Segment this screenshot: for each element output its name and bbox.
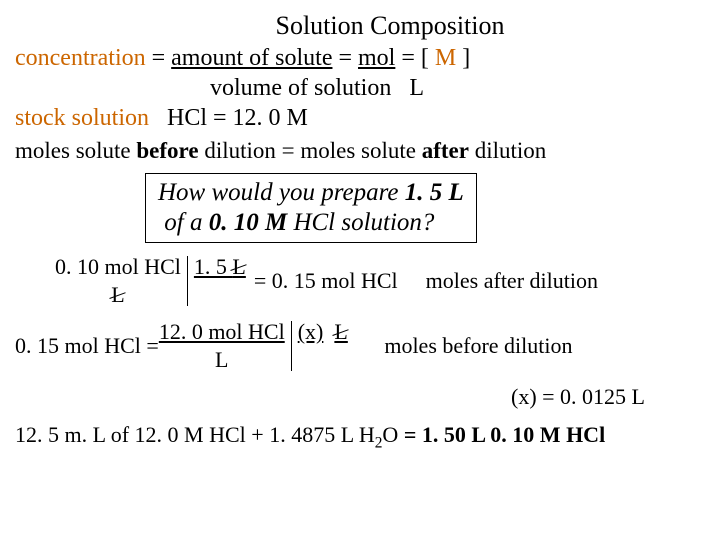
text: 12. 5 m. L of 12. 0 M HCl + 1. 4875 L H (15, 422, 375, 447)
eq: = (146, 45, 172, 71)
text: moles solute (15, 138, 136, 163)
eq: = (332, 45, 358, 71)
denominator-L: L (159, 346, 285, 374)
question-box: How would you prepare 1. 5 L of a 0. 10 … (145, 173, 477, 243)
fraction-unknown-vol: (x) L (298, 318, 365, 373)
L-cancelled: L (232, 253, 245, 281)
amount-solute: amount of solute (171, 45, 332, 71)
stock-label: stock solution (15, 105, 149, 131)
x-answer: (x) = 0. 0125 L (15, 383, 645, 411)
numerator: (x) L (298, 318, 365, 346)
before-bold: before (136, 138, 198, 163)
denominator-L-cancelled: L (111, 281, 124, 309)
dimensional-bar (291, 321, 292, 371)
q-text: of a (164, 209, 208, 236)
q-bold: 0. 10 M (209, 209, 287, 236)
molarity-M: M (435, 45, 456, 71)
fraction-volume: 1. 5 L (194, 253, 246, 308)
q-text: HCl solution? (287, 209, 434, 236)
close-bracket: ] (456, 45, 470, 71)
label-after-dilution: moles after dilution (426, 267, 598, 295)
mol: mol (358, 45, 395, 71)
dimensional-bar (187, 256, 188, 306)
lhs-moles: 0. 15 mol HCl = (15, 332, 159, 360)
text: O (382, 422, 403, 447)
text: dilution (469, 138, 546, 163)
final-bold: = 1. 50 L 0. 10 M HCl (404, 422, 605, 447)
volume-solution: volume of solution (210, 75, 391, 101)
calculation-area: 0. 10 mol HCl L 1. 5 L = 0. 15 mol HCl m… (15, 253, 705, 411)
fraction-stock: 12. 0 mol HCl L (159, 318, 285, 373)
concentration-definition-row1: concentration = amount of solute = mol =… (15, 43, 705, 73)
text: dilution = moles solute (199, 138, 422, 163)
q-text: How would you prepare (158, 179, 405, 206)
label-before-dilution: moles before dilution (384, 332, 572, 360)
q-bold: 1. 5 L (405, 179, 464, 206)
concentration-definition-row2: volume of solution L (15, 73, 705, 103)
after-bold: after (422, 138, 469, 163)
hcl-concentration: HCl = 12. 0 M (167, 105, 308, 131)
numerator: 1. 5 L (194, 253, 246, 281)
dilution-principle: moles solute before dilution = moles sol… (15, 137, 705, 166)
L-cancelled: L (334, 318, 347, 346)
concentration-label: concentration (15, 45, 146, 71)
calc-row-before-dilution: 0. 15 mol HCl = 12. 0 mol HCl L (x) L mo… (15, 318, 705, 373)
numerator: 0. 10 mol HCl (55, 253, 181, 281)
value: 1. 5 (194, 254, 233, 279)
calc-row-after-dilution: 0. 10 mol HCl L 1. 5 L = 0. 15 mol HCl m… (55, 253, 705, 308)
numerator: 12. 0 mol HCl (159, 318, 285, 346)
fraction-molarity: 0. 10 mol HCl L (55, 253, 181, 308)
eq: = [ (395, 45, 435, 71)
x-var: (x) (298, 319, 324, 344)
stock-solution-row: stock solution HCl = 12. 0 M (15, 103, 705, 133)
liter-L: L (409, 75, 424, 101)
page-title: Solution Composition (75, 10, 705, 43)
final-answer-line: 12. 5 m. L of 12. 0 M HCl + 1. 4875 L H2… (15, 421, 705, 453)
result-moles: = 0. 15 mol HCl (254, 267, 398, 295)
